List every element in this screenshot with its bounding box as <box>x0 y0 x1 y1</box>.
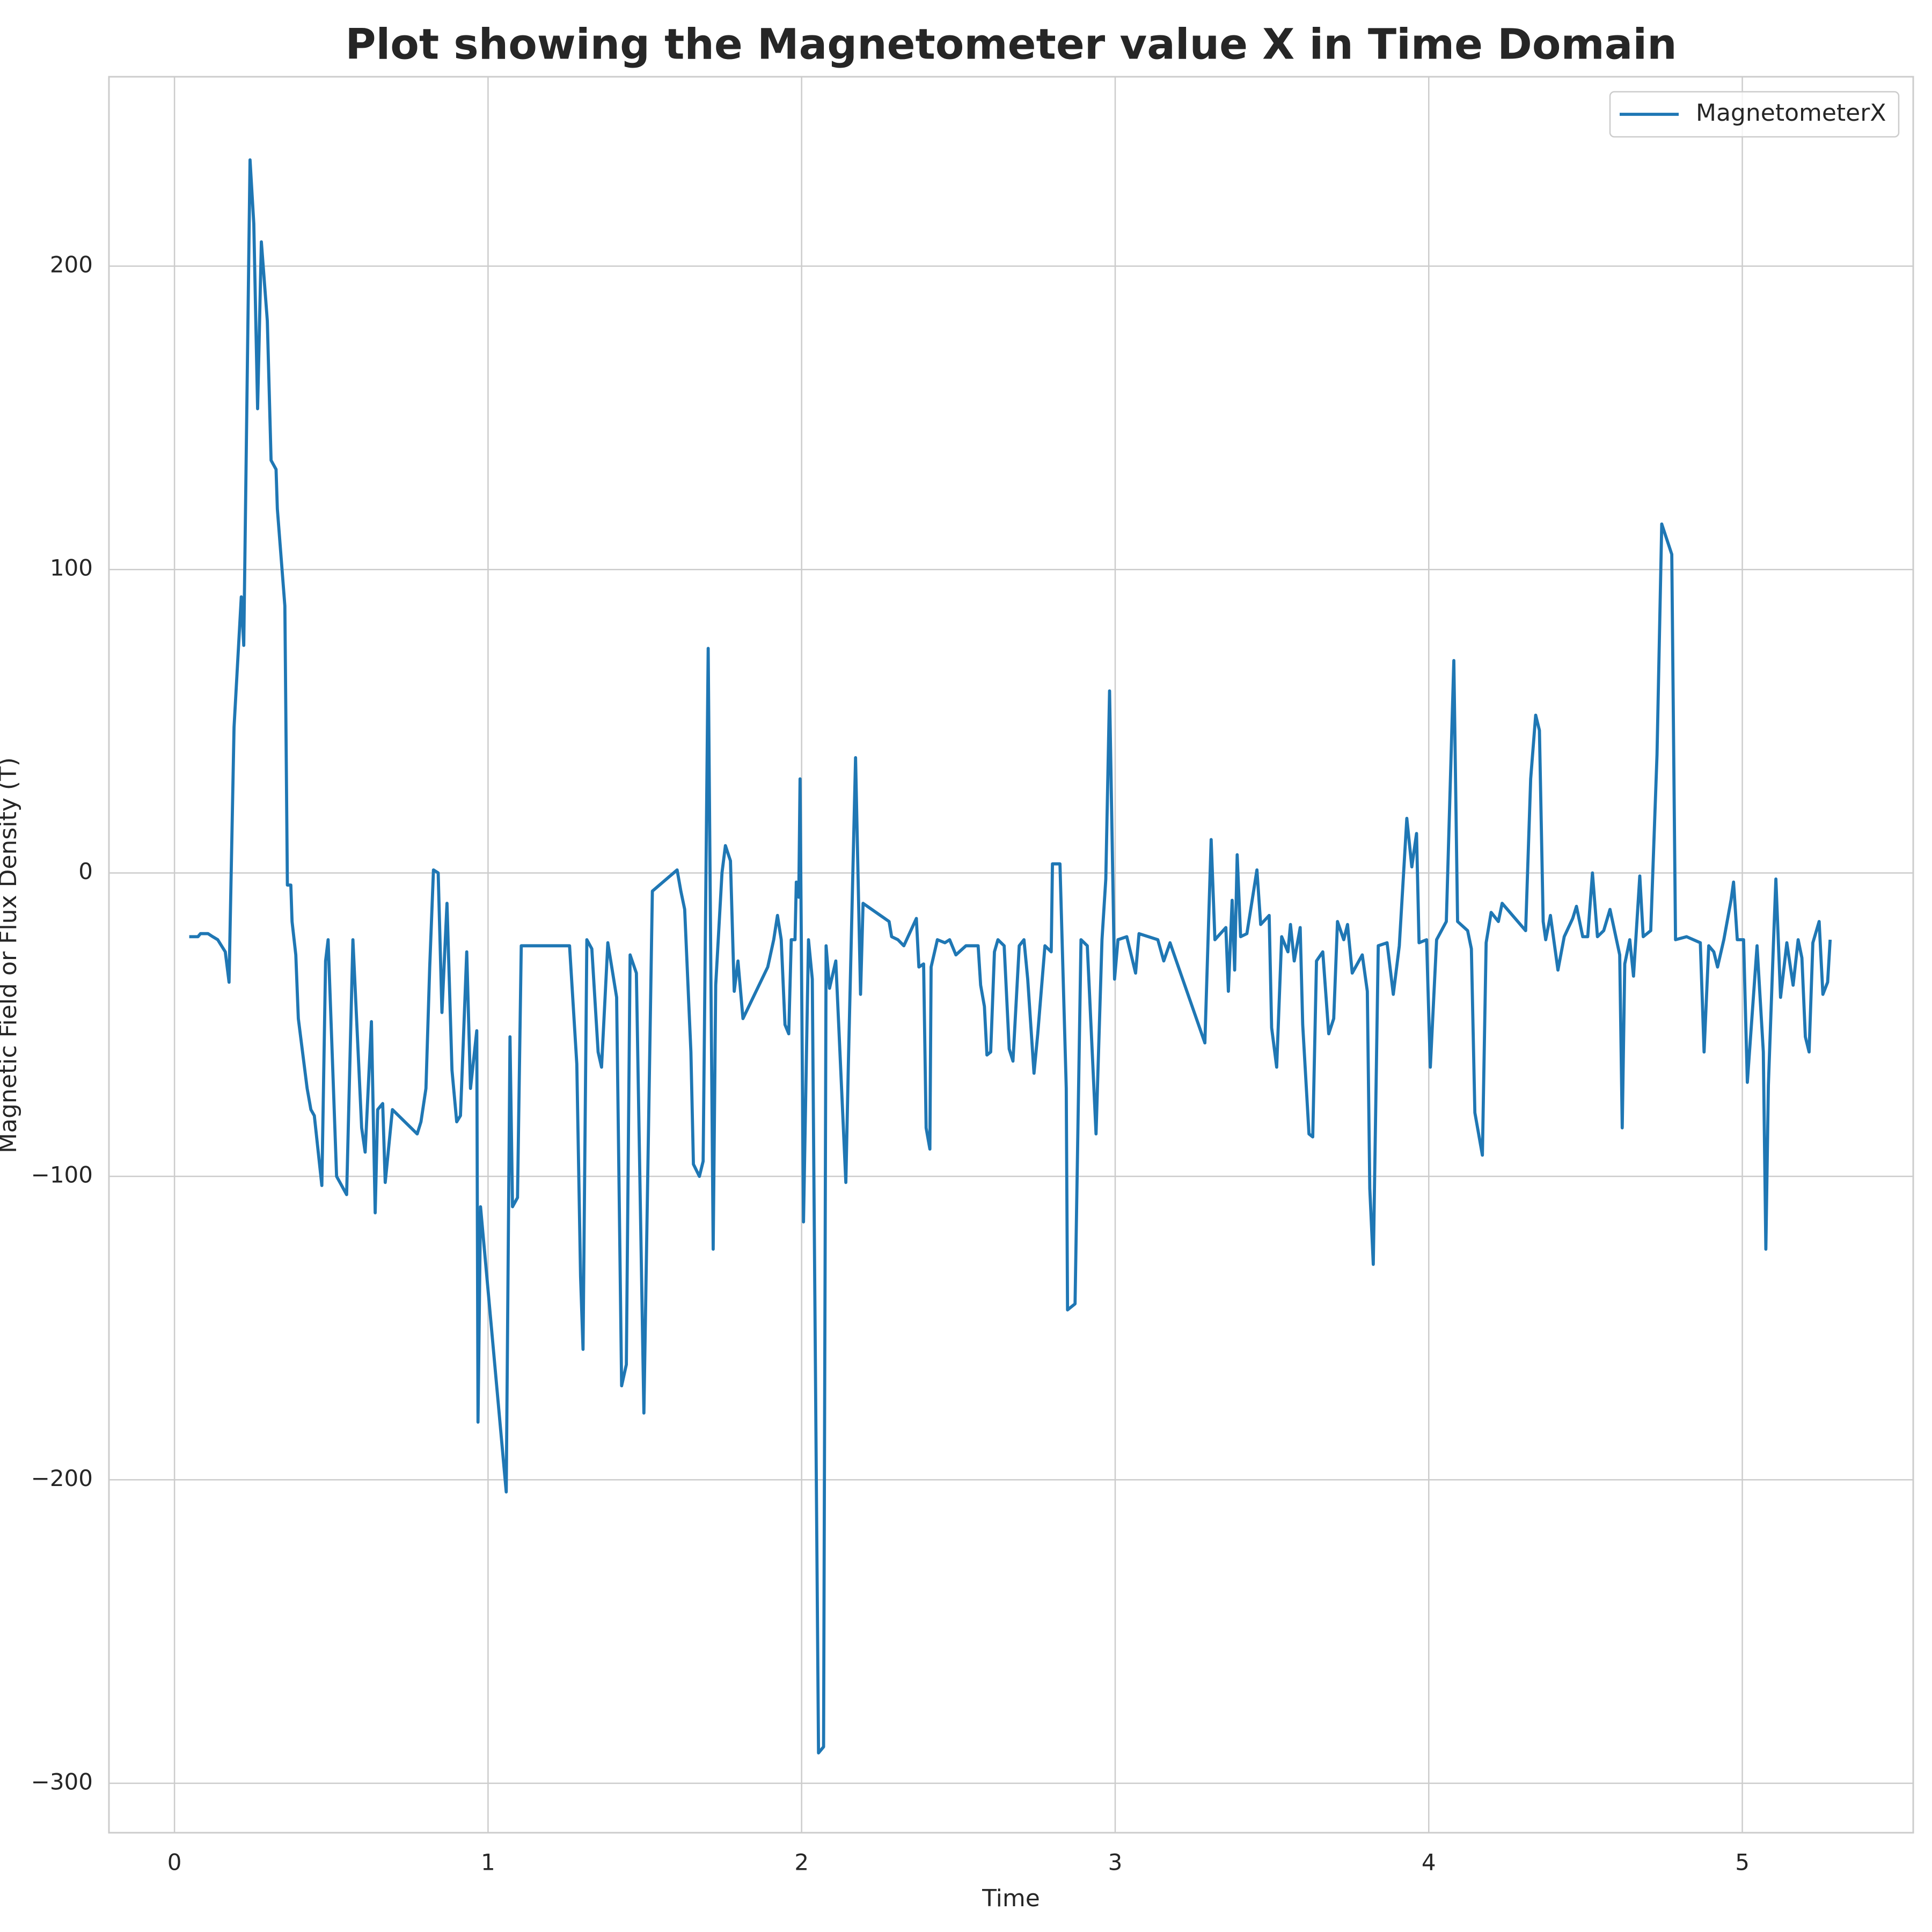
x-tick-label: 5 <box>1735 1849 1750 1876</box>
x-tick-label: 1 <box>481 1849 495 1876</box>
y-tick-label: −100 <box>31 1162 93 1188</box>
legend-label: MagnetometerX <box>1696 99 1886 127</box>
chart-title: Plot showing the Magnetometer value X in… <box>345 20 1677 69</box>
y-tick-label: 0 <box>78 858 93 884</box>
y-tick-label: −200 <box>31 1465 93 1491</box>
y-axis-label: Magnetic Field or Flux Density (T) <box>0 757 22 1153</box>
x-tick-label: 0 <box>167 1849 182 1876</box>
x-tick-label: 4 <box>1422 1849 1436 1876</box>
data-line <box>189 158 1832 1755</box>
plot-frame <box>108 76 1914 1834</box>
x-tick-label: 3 <box>1108 1849 1123 1876</box>
x-axis-label: Time <box>982 1885 1040 1912</box>
x-tick-label: 2 <box>794 1849 809 1876</box>
y-tick-label: −300 <box>31 1768 93 1795</box>
y-tick-label: 100 <box>50 555 93 581</box>
y-tick-label: 200 <box>50 251 93 277</box>
legend-box <box>1609 91 1900 138</box>
